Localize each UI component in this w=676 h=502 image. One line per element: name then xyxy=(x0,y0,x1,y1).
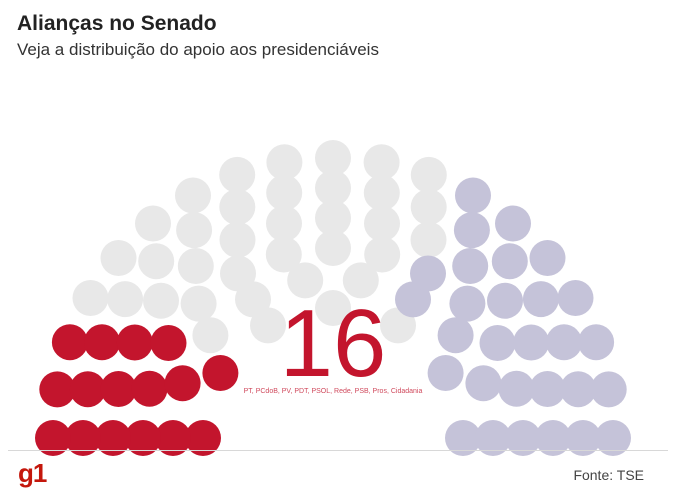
seat xyxy=(410,221,447,258)
seat xyxy=(72,280,109,316)
seat xyxy=(522,281,559,318)
seat xyxy=(578,324,615,361)
seat xyxy=(565,420,601,456)
seat xyxy=(155,420,191,456)
seat xyxy=(445,420,481,456)
seat xyxy=(95,420,131,456)
seat xyxy=(315,140,351,176)
seat xyxy=(453,212,490,249)
seat xyxy=(498,370,535,407)
seat xyxy=(84,324,120,361)
source-note: Fonte: TSE xyxy=(573,467,644,483)
seat xyxy=(595,420,631,456)
seat xyxy=(116,324,153,361)
seat xyxy=(475,420,511,456)
seat xyxy=(380,307,416,344)
seat xyxy=(364,236,401,273)
seat xyxy=(65,420,101,456)
seat xyxy=(560,371,597,408)
seat xyxy=(455,177,491,214)
chart-subtitle: Veja a distribuição do apoio aos preside… xyxy=(17,40,379,59)
seat xyxy=(180,285,217,322)
seat xyxy=(410,255,446,292)
seat xyxy=(364,205,400,242)
seat xyxy=(100,240,137,276)
seat xyxy=(513,324,550,361)
seat xyxy=(410,189,447,225)
seat xyxy=(529,371,566,407)
seat xyxy=(266,144,303,181)
footer-divider xyxy=(8,450,668,451)
seat xyxy=(39,371,76,408)
seat xyxy=(250,307,286,344)
seat xyxy=(265,236,302,273)
seat xyxy=(135,205,171,242)
seat xyxy=(177,248,214,284)
seat xyxy=(287,262,324,299)
seat xyxy=(535,420,571,456)
seat xyxy=(220,255,256,292)
seat xyxy=(202,355,239,391)
seat xyxy=(437,317,474,354)
seat xyxy=(176,212,213,249)
seat xyxy=(363,174,400,211)
seat xyxy=(315,290,351,326)
seat xyxy=(495,205,531,242)
seat xyxy=(185,420,221,456)
seat xyxy=(449,285,486,322)
seat xyxy=(342,262,379,299)
seat xyxy=(491,243,528,280)
seat xyxy=(143,282,179,319)
g1-logo: g1 xyxy=(18,458,47,488)
seat xyxy=(100,371,137,407)
chart-title: Alianças no Senado xyxy=(17,12,217,35)
seat xyxy=(107,281,144,318)
seat xyxy=(164,365,201,402)
seat xyxy=(266,205,302,242)
seat xyxy=(427,355,464,391)
seat xyxy=(452,248,489,284)
seat xyxy=(138,243,175,280)
parliament-chart: 16 PT, PCdoB, PV, PDT, PSOL, Rede, PSB, … xyxy=(35,140,631,456)
seat xyxy=(219,221,256,258)
seat xyxy=(557,280,594,316)
seat xyxy=(487,282,523,319)
seat xyxy=(35,420,71,456)
seat xyxy=(131,370,168,407)
seat xyxy=(192,317,229,354)
seat xyxy=(529,240,566,276)
seat xyxy=(219,156,256,193)
seat xyxy=(505,420,541,456)
seat xyxy=(546,324,582,361)
seat xyxy=(410,156,447,193)
seat xyxy=(363,144,400,181)
seat xyxy=(219,189,256,225)
seat xyxy=(315,170,351,206)
highlight-number: 16 xyxy=(280,290,387,397)
seat xyxy=(175,177,211,214)
seat xyxy=(69,371,106,408)
seat xyxy=(125,420,161,456)
seat xyxy=(479,325,516,361)
seat xyxy=(315,230,351,266)
seat xyxy=(266,174,303,211)
seat xyxy=(51,324,88,361)
seat xyxy=(590,371,627,408)
seats-group xyxy=(35,140,631,456)
highlight-parties-label: PT, PCdoB, PV, PDT, PSOL, Rede, PSB, Pro… xyxy=(244,388,423,395)
seat xyxy=(150,325,187,361)
seat xyxy=(315,200,351,236)
seat xyxy=(465,365,502,402)
